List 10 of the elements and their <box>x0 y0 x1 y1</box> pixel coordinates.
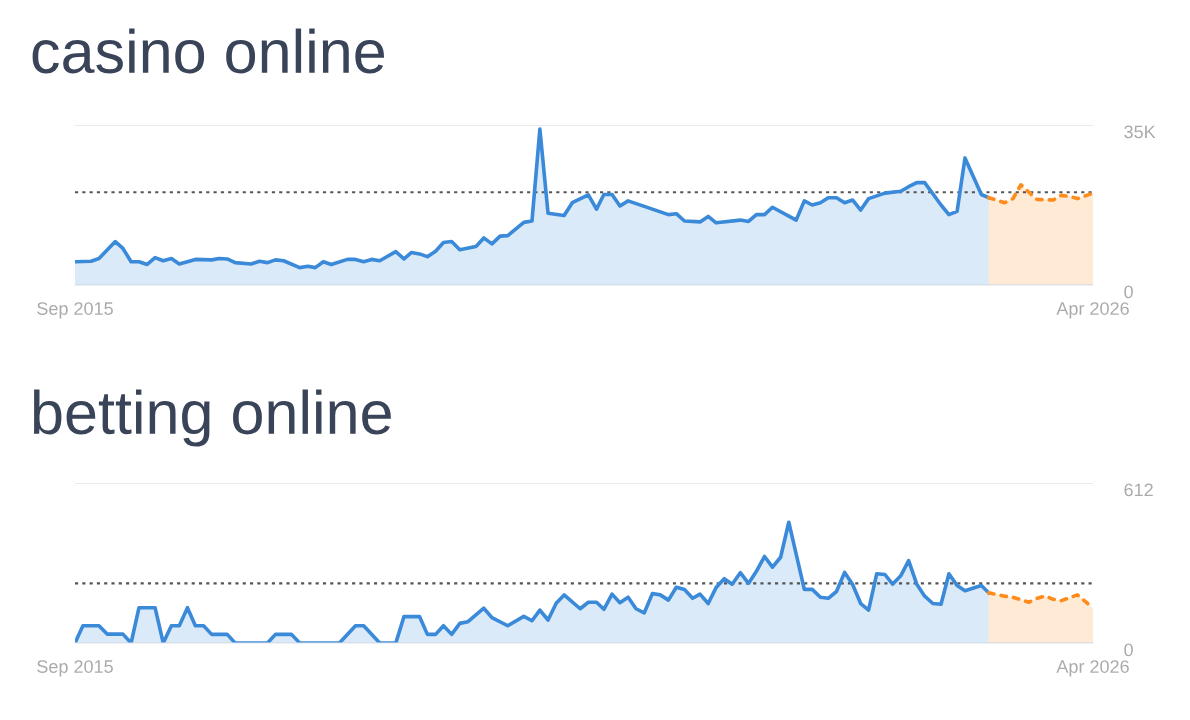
chart-title: casino online <box>32 28 385 74</box>
y-tick-label: 35K <box>1124 125 1156 139</box>
y-tick-label: 0 <box>1124 643 1133 657</box>
x-tick-label: Apr 2026 <box>1056 660 1129 677</box>
x-tick-label: Apr 2026 <box>1056 302 1129 319</box>
y-tick-label: 612 <box>1124 483 1153 497</box>
x-tick-label: Sep 2015 <box>37 302 113 319</box>
y-tick-label: 0 <box>1124 285 1133 299</box>
chart-title: betting online <box>33 389 391 447</box>
x-tick-label: Sep 2015 <box>37 660 113 677</box>
